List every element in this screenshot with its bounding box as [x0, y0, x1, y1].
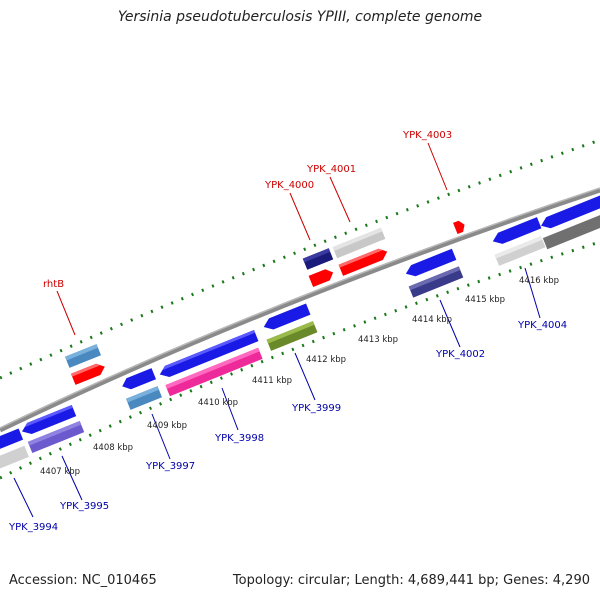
gene-right-edge[interactable] [539, 188, 600, 232]
gene-YPK_4000[interactable] [308, 267, 336, 288]
gene-label: YPK_3998 [214, 433, 264, 444]
gene-label: YPK_3999 [291, 403, 341, 414]
gene-YPK_3998[interactable] [158, 329, 259, 380]
scale-label: 4409 kbp [147, 421, 187, 431]
lower-tick-band [0, 240, 600, 480]
gene-YPK_4002[interactable] [404, 248, 457, 280]
gene-label: YPK_4004 [517, 320, 567, 331]
gene-YPK_4004-lower[interactable] [494, 236, 546, 266]
gene-YPK_3995[interactable] [20, 404, 77, 437]
gene-YPK_3997-lower[interactable] [125, 386, 163, 410]
forward-gene-labels: rhtB YPK_4000 YPK_4001 YPK_4003 [43, 130, 452, 290]
gene-rhtB[interactable] [70, 361, 107, 385]
map-title: Yersinia pseudotuberculosis YPIII, compl… [117, 9, 483, 25]
gene-YPK_3998-lower[interactable] [165, 347, 263, 397]
upper-tick-band [0, 138, 600, 380]
scale-label: 4413 kbp [358, 335, 398, 345]
gene-label: YPK_3995 [59, 501, 109, 512]
scale-label: 4408 kbp [93, 443, 133, 453]
gene-YPK_4003[interactable] [453, 219, 467, 235]
reverse-label-lines [13, 267, 541, 518]
reverse-gene-arrows [0, 188, 600, 471]
gene-label: rhtB [43, 279, 64, 290]
gene-rhtB-upper[interactable] [64, 344, 102, 368]
reverse-gene-labels: YPK_3994 YPK_3995 YPK_3997 YPK_3998 YPK_… [8, 320, 567, 533]
scale-label: 4416 kbp [519, 276, 559, 286]
gene-label: YPK_3997 [145, 461, 195, 472]
gene-YPK_3994[interactable] [0, 428, 24, 452]
gene-label: YPK_4003 [402, 130, 452, 141]
genome-backbone [0, 187, 600, 433]
gene-YPK_4004[interactable] [491, 217, 542, 247]
gene-label: YPK_3994 [8, 522, 58, 533]
scale-label: 4414 kbp [412, 315, 452, 325]
gene-YPK_3994-lower[interactable] [0, 445, 29, 471]
gene-YPK_3999[interactable] [261, 303, 311, 332]
gene-YPK_3997[interactable] [120, 368, 157, 392]
scale-label: 4412 kbp [306, 355, 346, 365]
forward-label-lines [56, 142, 448, 336]
gene-label: YPK_4001 [306, 164, 356, 175]
gene-YPK_4002-lower[interactable] [408, 266, 464, 298]
gene-YPK_4000-upper[interactable] [302, 248, 334, 270]
forward-gene-arrows [64, 219, 467, 385]
gene-label: YPK_4000 [264, 180, 314, 191]
gene-YPK_3999-lower[interactable] [266, 321, 318, 351]
gene-label: YPK_4002 [435, 349, 485, 360]
genome-summary: Topology: circular; Length: 4,689,441 bp… [232, 573, 590, 588]
gene-right-edge-lower[interactable] [542, 206, 600, 250]
scale-label: 4410 kbp [198, 398, 238, 408]
accession-label: Accession: NC_010465 [9, 573, 157, 588]
scale-labels: 4407 kbp 4408 kbp 4409 kbp 4410 kbp 4411… [40, 276, 559, 477]
gene-YPK_4001[interactable] [338, 246, 390, 276]
gene-YPK_3995-lower[interactable] [27, 420, 85, 454]
scale-label: 4411 kbp [252, 376, 292, 386]
scale-label: 4415 kbp [465, 295, 505, 305]
scale-label: 4407 kbp [40, 467, 80, 477]
gene-YPK_4001-upper[interactable] [332, 227, 386, 259]
